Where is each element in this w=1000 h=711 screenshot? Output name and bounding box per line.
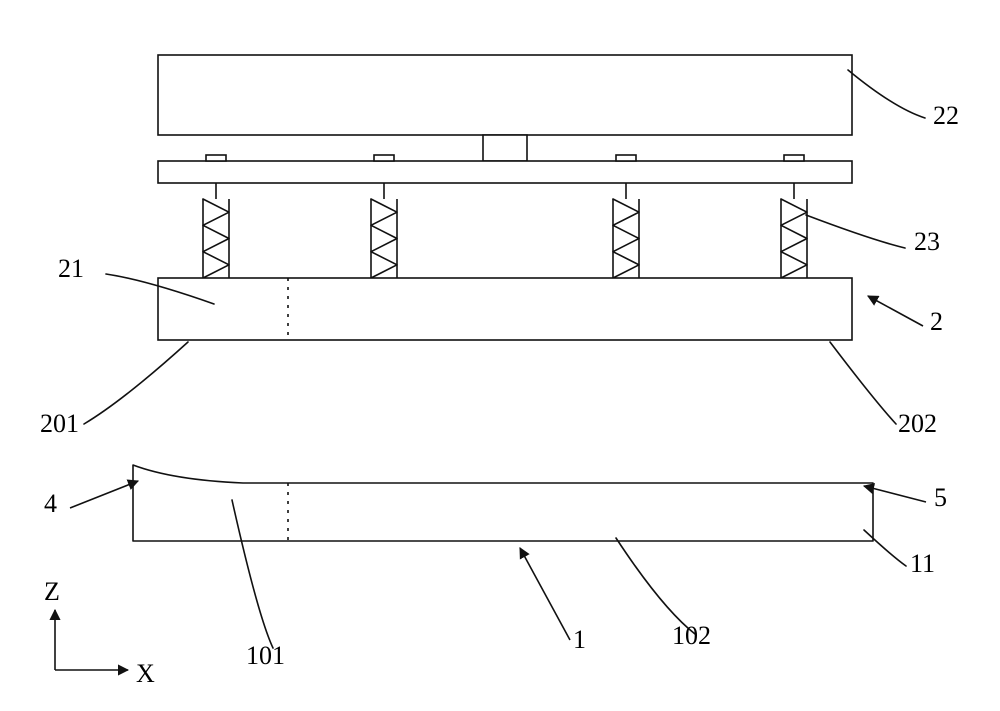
spring: [203, 199, 229, 278]
label-101: 101: [246, 641, 285, 670]
label-21: 21: [58, 254, 84, 283]
screw-head: [616, 155, 636, 161]
screw-head: [206, 155, 226, 161]
spring: [371, 199, 397, 278]
leader-4: [70, 481, 138, 508]
leader-23: [806, 215, 905, 248]
label-11: 11: [910, 549, 935, 578]
leader-11: [864, 530, 906, 566]
leader-202: [830, 342, 896, 424]
lower-block: [133, 465, 873, 541]
label-5: 5: [934, 483, 947, 512]
screw-head: [784, 155, 804, 161]
table-plate: [158, 161, 852, 183]
label-x: X: [136, 659, 155, 688]
label-2: 2: [930, 307, 943, 336]
stem: [483, 135, 527, 161]
spring: [613, 199, 639, 278]
leader-22: [848, 70, 925, 118]
top-block: [158, 55, 852, 135]
label-4: 4: [44, 489, 57, 518]
label-22: 22: [933, 101, 959, 130]
label-1: 1: [573, 625, 586, 654]
leader-2: [868, 296, 923, 326]
figure-diagram: 22 23 2 202 201 21 4 5 11 102 1 101 Z X: [0, 0, 1000, 711]
label-102: 102: [672, 621, 711, 650]
mid-block: [158, 278, 852, 340]
label-23: 23: [914, 227, 940, 256]
label-202: 202: [898, 409, 937, 438]
label-201: 201: [40, 409, 79, 438]
spring: [781, 199, 807, 278]
screw-head: [374, 155, 394, 161]
leader-201: [84, 342, 188, 424]
leader-1: [520, 548, 570, 640]
leader-102: [616, 538, 695, 634]
label-z: Z: [44, 577, 60, 606]
